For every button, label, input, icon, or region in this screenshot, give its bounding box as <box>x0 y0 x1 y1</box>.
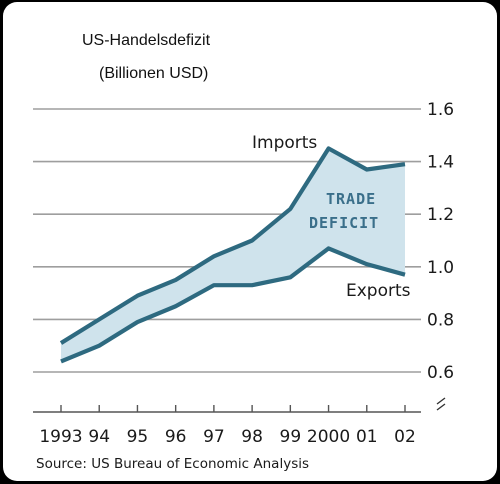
area-label-line1: TRADE <box>326 190 376 208</box>
y-tick-label: 0.8 <box>427 310 454 330</box>
x-tick-label: 99 <box>280 427 302 447</box>
y-tick-label: 1.6 <box>427 100 454 120</box>
series-label-imports: Imports <box>252 133 317 153</box>
x-tick-label: 97 <box>203 427 225 447</box>
source-note: Source: US Bureau of Economic Analysis <box>36 456 309 472</box>
x-tick-label: 02 <box>394 427 416 447</box>
trade-deficit-area <box>61 148 405 362</box>
x-tick-label: 1993 <box>39 427 82 447</box>
x-tick-label: 01 <box>356 427 378 447</box>
y-tick-label: 1.2 <box>427 205 454 225</box>
chart-panel: US-Handelsdefizit (Billionen USD) Import… <box>3 2 497 481</box>
y-tick-label: 1.0 <box>427 258 454 278</box>
trade-chart: Imports Exports TRADE DEFICIT 1993 94 95 96 97 9… <box>33 100 454 472</box>
x-tick-label: 96 <box>165 427 187 447</box>
series-label-exports: Exports <box>346 281 411 301</box>
axis-break-icon <box>436 397 446 411</box>
x-tick-label: 95 <box>127 427 149 447</box>
chart-title: US-Handelsdefizit <box>82 32 211 49</box>
x-tick-label: 2000 <box>307 427 350 447</box>
x-tick-label: 94 <box>88 427 110 447</box>
y-tick-label: 1.4 <box>427 153 454 173</box>
area-label-line2: DEFICIT <box>309 214 379 232</box>
x-tick-label: 98 <box>241 427 263 447</box>
series-line-imports <box>59 146 406 345</box>
series-line-exports <box>60 246 406 364</box>
y-tick-label: 0.6 <box>427 363 454 383</box>
chart-subtitle: (Billionen USD) <box>99 65 209 82</box>
